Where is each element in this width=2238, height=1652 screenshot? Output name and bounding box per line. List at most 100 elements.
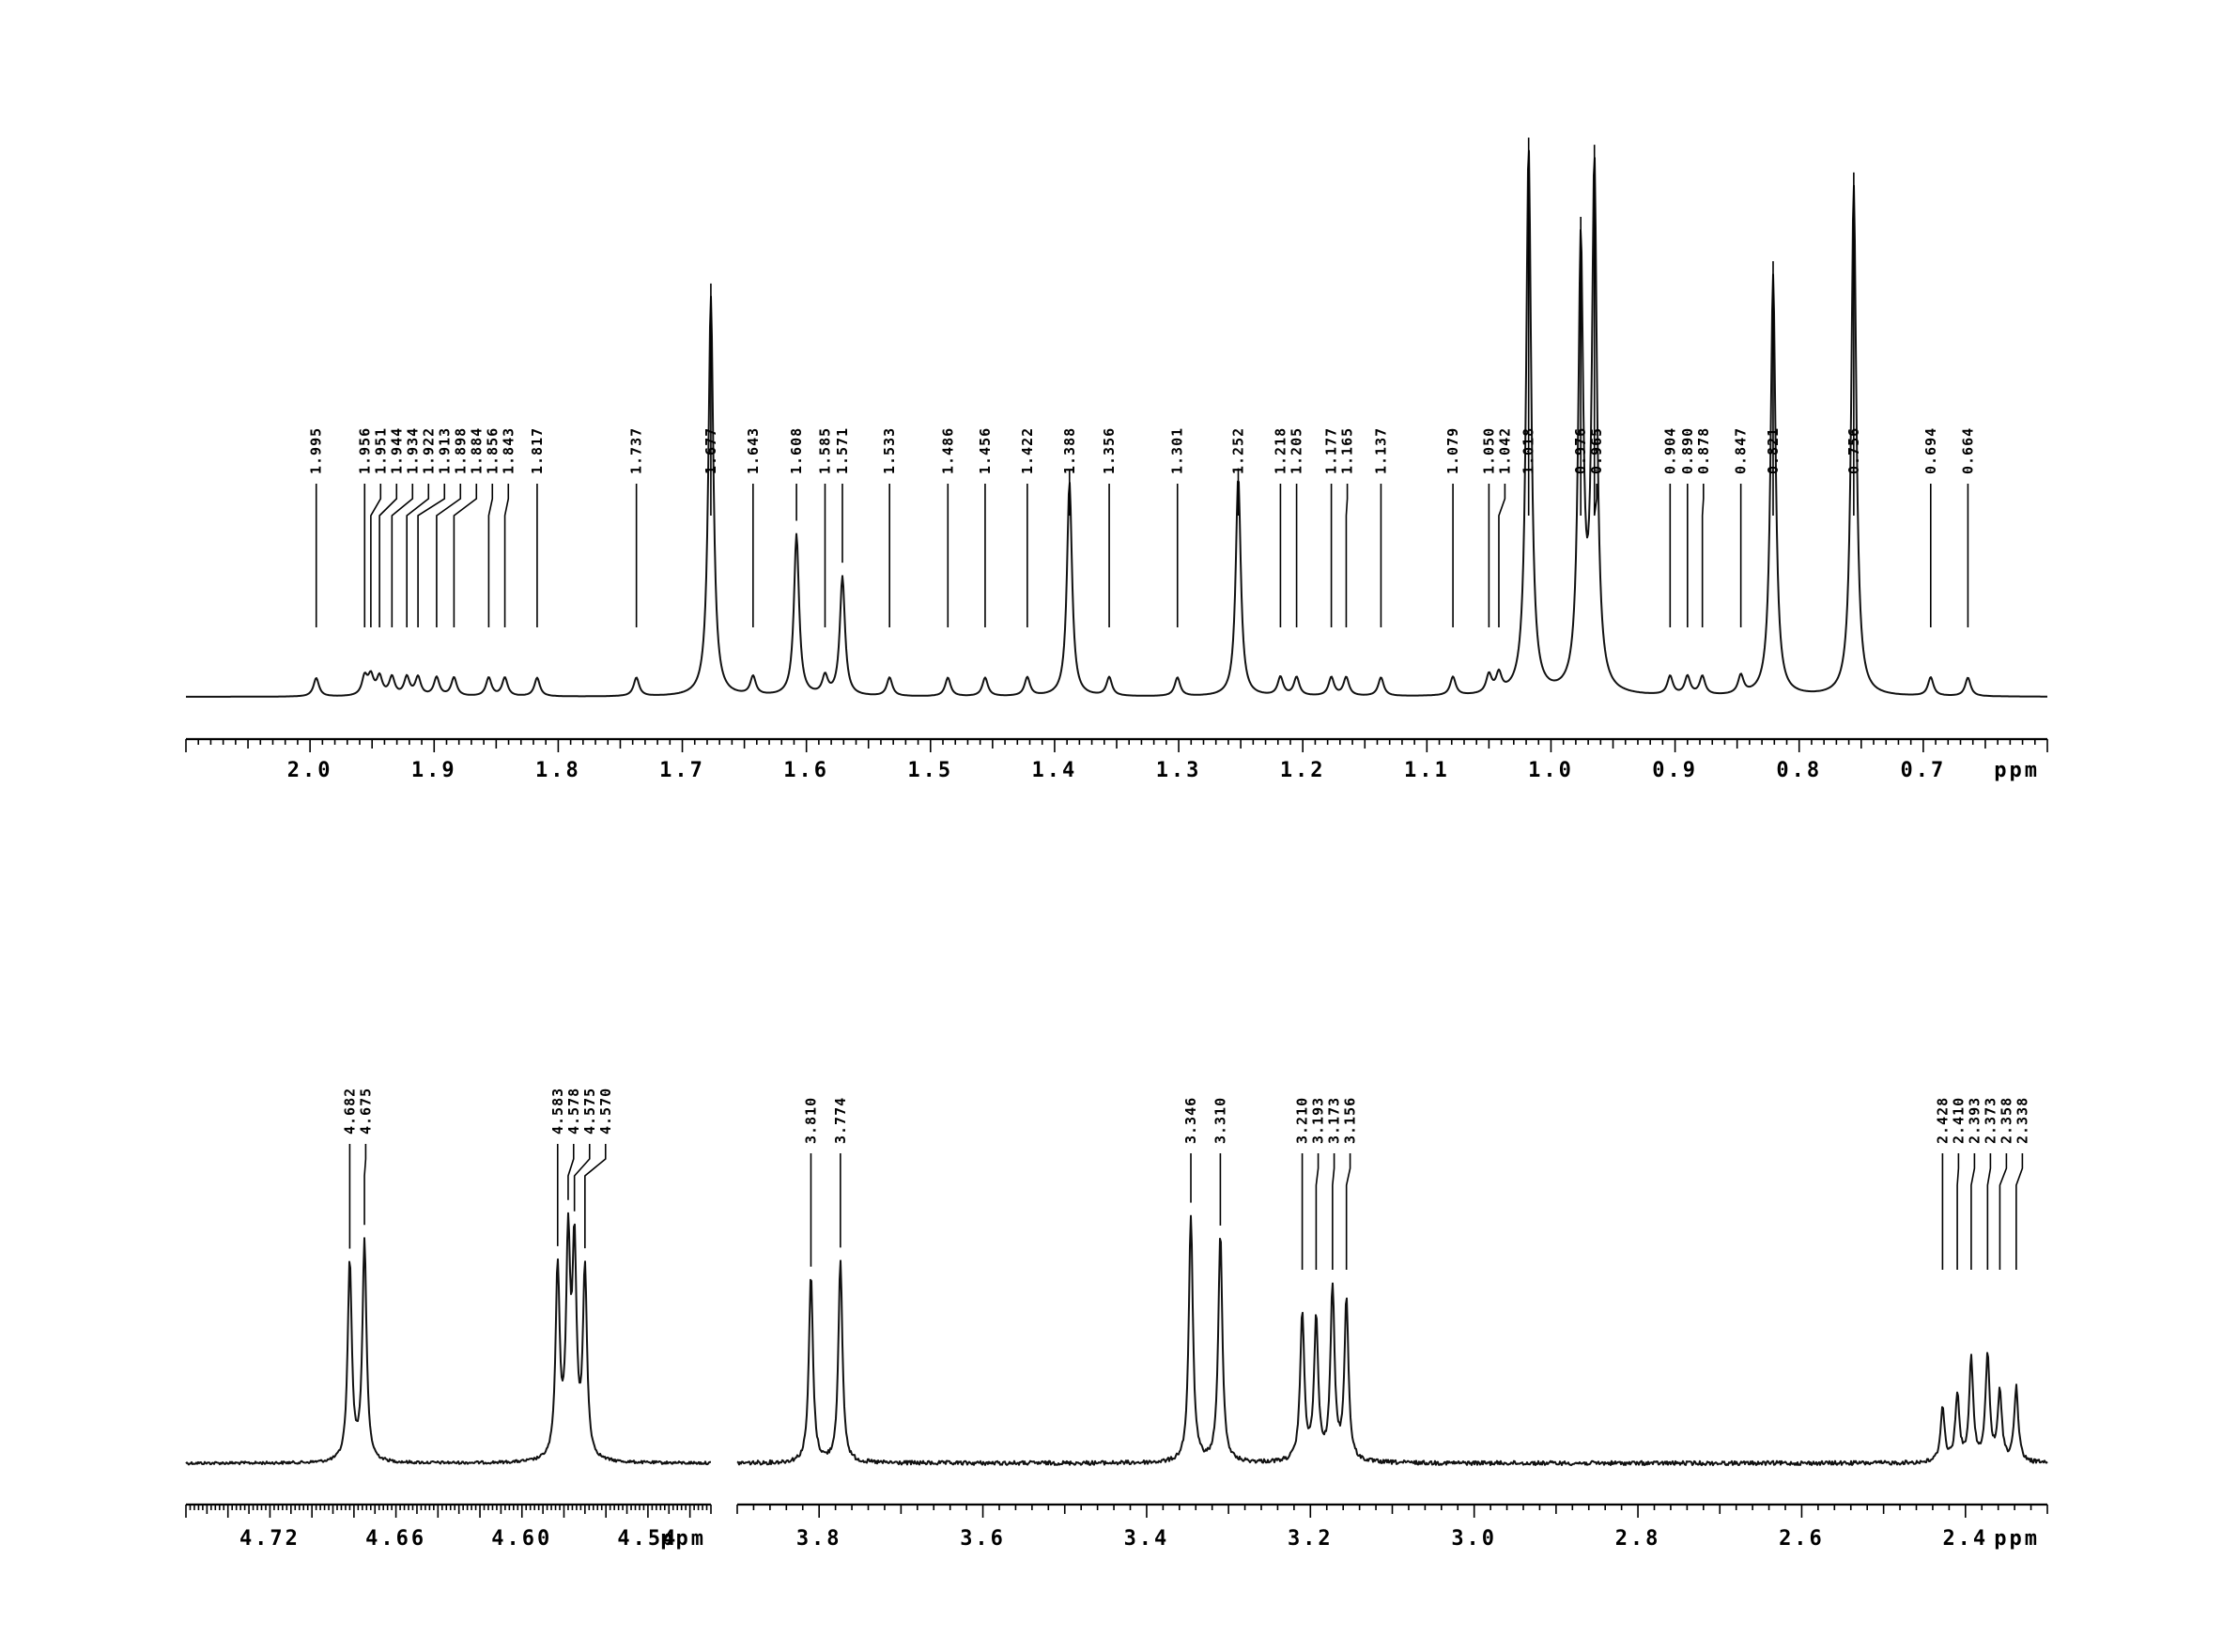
x-tick-label: 1.4 [1032,759,1078,782]
peak-leader-line [1986,1153,1992,1270]
peak-label: 0.904 [1661,427,1678,474]
peak-label: 1.643 [745,427,762,474]
peak-label: 2.428 [1934,1097,1951,1144]
x-tick-label: 1.8 [535,759,581,782]
x-tick-label: 1.2 [1280,759,1326,782]
peak-label: 3.193 [1310,1097,1327,1144]
peak-label: 0.664 [1959,427,1976,474]
x-tick-label: 3.2 [1288,1527,1334,1551]
peak-leader-line [378,484,398,627]
peak-label: 0.878 [1695,427,1712,474]
peak-leader-line [370,484,382,627]
peak-label: 2.338 [2014,1097,2030,1144]
peak-label: 2.393 [1966,1097,1983,1144]
x-tick-label: 0.9 [1652,759,1698,782]
peak-leader-line [363,1144,367,1226]
peak-label: 0.976 [1572,427,1589,474]
peak-label: 1.585 [816,427,833,474]
peak-label: 1.079 [1444,427,1461,474]
peak-label: 0.965 [1588,427,1605,474]
peak-label: 1.533 [881,427,898,474]
peak-leader-line [573,1144,591,1212]
peak-label: 0.756 [1845,427,1862,474]
peak-label: 1.677 [702,427,719,474]
peak-leader-line [503,484,510,627]
x-tick-label: 3.8 [796,1527,842,1551]
peak-label: 1.042 [1496,427,1513,474]
peak-label: 0.821 [1765,427,1782,474]
peak-leader-line [1999,1153,2008,1270]
x-axis-unit-label: ppm [660,1527,706,1551]
peak-label: 1.922 [420,427,437,474]
peak-label: 1.951 [372,427,389,474]
peak-leader-line [1345,484,1349,627]
peak-label: 3.210 [1294,1097,1311,1144]
x-tick-label: 1.7 [659,759,705,782]
peak-label: 1.934 [404,427,421,474]
peak-leader-line [1970,1153,1976,1270]
x-tick-label: 1.0 [1528,759,1574,782]
peak-label: 1.608 [788,427,805,474]
x-axis-unit-label: ppm [1994,1527,2040,1551]
peak-leader-line [436,484,462,627]
peak-label: 1.817 [529,427,546,474]
peak-label: 1.884 [468,427,485,474]
peak-leader-line [417,484,446,627]
spectrum-trace [736,1214,2048,1467]
peak-label: 4.575 [581,1088,598,1135]
peak-label: 1.018 [1520,427,1537,474]
peak-leader-line [1593,145,1597,517]
peak-label: 0.694 [1922,427,1939,474]
spectrum-trace [185,1212,711,1466]
x-tick-label: 2.4 [1942,1527,1988,1551]
x-tick-label: 2.6 [1779,1527,1825,1551]
peak-label: 3.346 [1182,1097,1199,1144]
peak-label: 3.310 [1212,1097,1228,1144]
x-tick-label: 4.72 [239,1527,301,1551]
x-tick-label: 0.8 [1776,759,1822,782]
peak-leader-line [584,1144,607,1249]
x-tick-label: 2.0 [287,759,333,782]
peak-label: 4.578 [565,1088,582,1135]
peak-label: 1.995 [308,427,325,474]
peak-label: 1.165 [1339,427,1356,474]
peak-label: 4.570 [597,1088,614,1135]
x-tick-label: 1.3 [1156,759,1202,782]
top-spectrum-panel: 2.0 1.9 1.8 1.7 1.6 1.5 1.4 1.3 1.2 1.1 1.0 0.9 0.8 0… [185,137,2048,782]
peak-label: 1.218 [1272,427,1289,474]
peak-label: 1.944 [388,427,405,474]
peak-leader-line [1315,1153,1320,1270]
peak-leader-line [567,1144,575,1200]
peak-leader-line [2015,1153,2024,1270]
peak-leader-line [406,484,430,627]
peak-label: 0.847 [1733,427,1750,474]
x-tick-label: 1.6 [783,759,829,782]
peak-label: 2.358 [1998,1097,2014,1144]
peak-label: 1.050 [1480,427,1497,474]
peak-label: 4.583 [549,1088,566,1135]
peak-label: 2.410 [1950,1097,1967,1144]
peak-label: 1.205 [1289,427,1305,474]
peak-label: 1.843 [500,427,517,474]
peak-leader-line [1345,1153,1351,1270]
peak-label: 1.177 [1323,427,1340,474]
peak-label: 2.373 [1982,1097,1999,1144]
x-tick-label: 2.8 [1615,1527,1661,1551]
x-tick-label: 4.60 [491,1527,552,1551]
peak-label: 3.156 [1342,1097,1359,1144]
x-tick-label: 4.54 [617,1527,678,1551]
peak-leader-line [1701,484,1705,627]
peak-label: 1.898 [452,427,469,474]
x-tick-label: 3.0 [1451,1527,1497,1551]
peak-label: 1.137 [1372,427,1389,474]
peak-leader-line [391,484,414,627]
peak-label: 1.388 [1061,427,1078,474]
x-tick-label: 4.66 [365,1527,426,1551]
peak-label: 3.810 [802,1097,819,1144]
peak-label: 1.913 [436,427,453,474]
x-tick-label: 1.1 [1404,759,1450,782]
peak-leader-line [1956,1153,1960,1270]
spectrum-trace [186,149,2047,698]
